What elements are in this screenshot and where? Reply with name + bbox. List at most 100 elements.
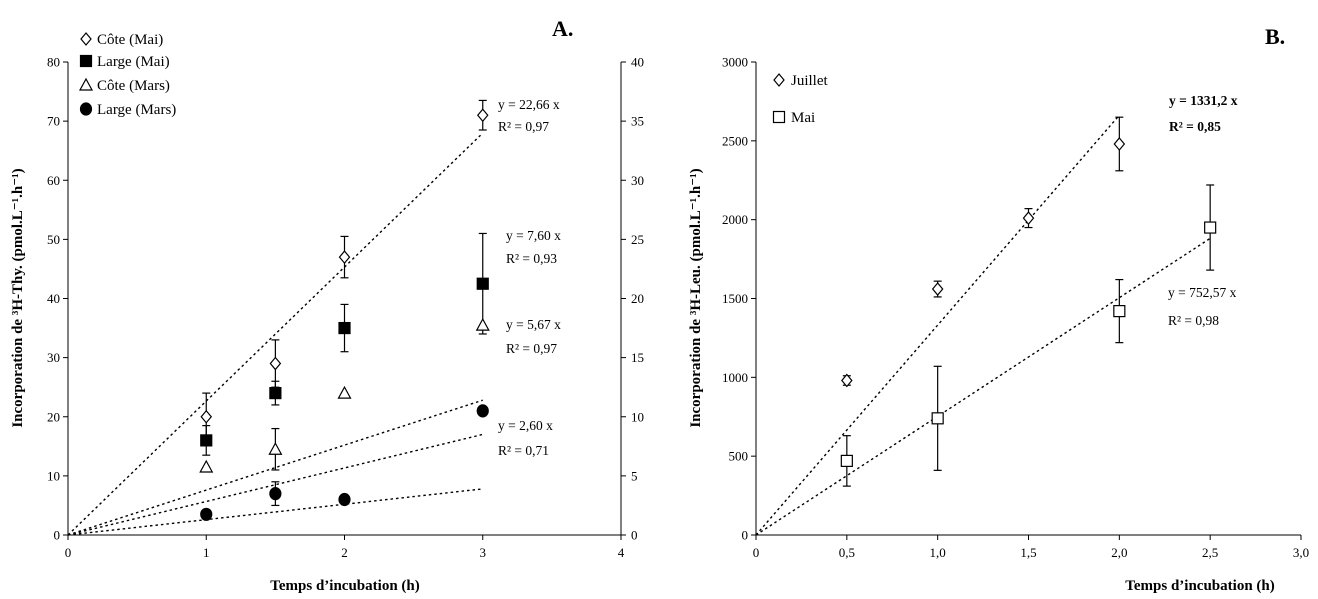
panel-a-x-axis-title: Temps d’incubation (h) [270,578,420,594]
data-point [1022,211,1035,226]
legend-label-large-mars: Large (Mars) [97,102,176,118]
y-tick-label: 10 [47,468,60,483]
data-point [269,387,282,400]
legend-marker-mai [772,110,786,124]
legend-marker-cote-mai [80,32,92,46]
data-point [1204,221,1217,234]
data-point [338,492,351,507]
trendline-large-mai [67,399,483,536]
data-point [337,385,352,399]
y-tick-label: 60 [47,173,60,188]
data-point [1113,305,1126,318]
data-point [338,250,351,265]
x-tick-label: 1 [203,545,210,560]
x-tick-label: 4 [618,545,625,560]
y-tick-label: 70 [47,114,60,129]
data-point [476,108,489,123]
data-point [476,404,489,418]
legend-marker [80,32,92,46]
series-large-mai [200,232,489,456]
y-right-tick-label: 5 [631,468,638,483]
legend-marker [79,54,93,68]
series-cote-mai [200,99,489,441]
legend-label-juillet: Juillet [791,73,828,89]
legend-label-cote-mars: Côte (Mars) [97,78,170,94]
panel-b-y-ticks: 0 500 1000 1500 2000 2500 3000 [722,55,756,543]
panel-a-y-ticks-right: 0 5 10 15 20 25 30 35 40 [621,55,644,543]
eq-large-mai: y = 7,60 x [506,228,561,243]
y-tick-label: 2000 [722,212,748,227]
panel-b-trendlines [755,114,1211,536]
panel-b: B. Juillet Mai 050010001500200025003000 … [688,24,1309,594]
y-tick-label: 40 [47,291,60,306]
x-tick-label: 1,5 [1020,545,1036,560]
y-tick-label: 500 [729,449,749,464]
y-tick-label: 50 [47,232,60,247]
y-right-tick-label: 35 [631,114,644,129]
panel-a-y-axis-title: Incorporation de ³H-Thy. (pmol.L⁻¹.h⁻¹) [10,168,26,427]
x-tick-label: 3 [480,545,487,560]
data-point [200,507,213,521]
data-point [841,373,853,388]
eq-cote-mai: y = 22,66 x [498,97,560,112]
panel-a-legend: Côte (Mai) Large (Mai) Côte (Mars) Large… [78,32,176,118]
r2-juillet: R² = 0,85 [1169,119,1221,134]
y-tick-label: 0 [54,528,61,543]
data-point [1113,137,1126,151]
y-right-tick-label: 25 [631,232,644,247]
panel-b-x-ticks: 0 0,5 1,0 1,5 2,0 2,5 3,0 [753,535,1309,560]
x-tick-label: 2,5 [1202,545,1218,560]
data-point [269,487,282,501]
r2-large-mars: R² = 0,71 [498,443,549,458]
x-tick-label: 0 [65,545,72,560]
data-point [840,454,853,467]
y-tick-label: 1500 [722,291,748,306]
r2-large-mai: R² = 0,93 [506,251,557,266]
legend-marker-large-mai [79,54,93,68]
legend-marker-juillet [773,73,785,87]
eq-juillet: y = 1331,2 x [1169,93,1238,108]
eq-cote-mars: y = 5,67 x [506,317,561,332]
trendline-mai [755,237,1211,536]
legend-marker [773,73,785,87]
legend-label-mai: Mai [791,110,815,126]
y-right-tick-label: 40 [631,55,644,70]
panel-b-label: B. [1265,24,1285,49]
data-point [199,459,214,473]
x-tick-label: 2,0 [1111,545,1127,560]
y-tick-label: 2500 [722,133,748,148]
panel-a-label: A. [552,16,573,41]
data-point [269,356,282,371]
y-tick-label: 80 [47,55,60,70]
data-point [200,409,213,424]
panel-b-y-axis-title: Incorporation de ³H-Leu. (pmol.L⁻¹.h⁻¹) [688,168,704,427]
trendline-juillet [755,114,1120,536]
x-tick-label: 0 [753,545,760,560]
legend-marker-cote-mars [78,77,94,91]
r2-cote-mai: R² = 0,97 [498,119,549,134]
y-right-tick-label: 15 [631,350,644,365]
trendline-large-mars [67,488,483,536]
trendline-cote-mai [67,132,484,536]
panel-a-x-ticks: 0 1 2 3 4 [65,535,625,560]
data-point [931,412,944,425]
data-point [931,282,944,296]
panel-a-points [199,99,490,521]
r2-mai: R² = 0,98 [1168,313,1219,328]
legend-marker [772,110,786,124]
y-tick-label: 1000 [722,370,748,385]
panel-a-y-ticks-left: 0 10 20 30 40 50 60 70 80 [47,55,68,543]
x-tick-label: 2 [341,545,348,560]
legend-marker [78,77,94,91]
legend-label-large-mai: Large (Mai) [97,54,170,70]
series-cote-mars [199,317,490,473]
data-point [200,434,213,447]
data-point [475,317,490,331]
panel-a-trendlines [67,132,484,536]
y-right-tick-label: 20 [631,291,644,306]
series-mai [840,184,1217,487]
panel-b-x-axis-title: Temps d’incubation (h) [1125,578,1275,594]
y-tick-label: 30 [47,350,60,365]
